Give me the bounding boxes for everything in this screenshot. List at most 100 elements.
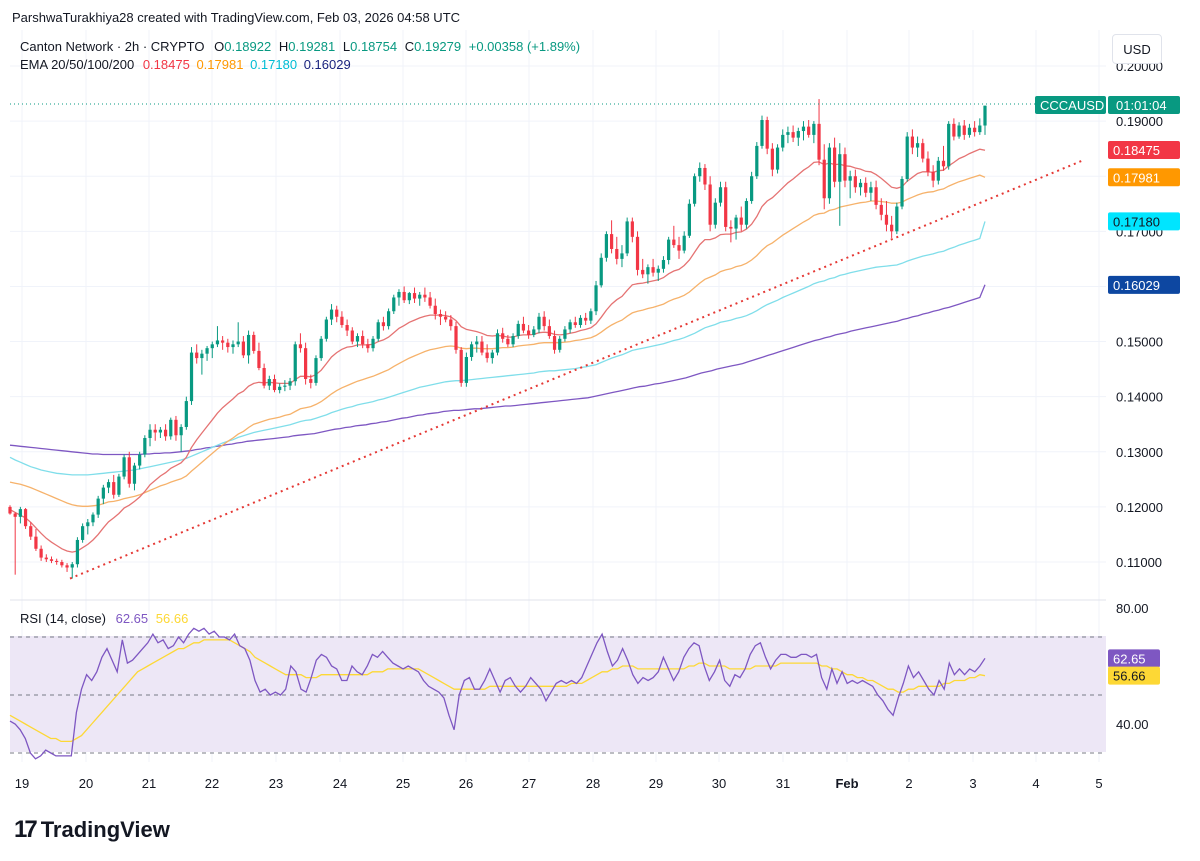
candle [537, 312, 541, 334]
candle-body [60, 562, 64, 566]
candle-body [589, 311, 593, 321]
candle-body [246, 334, 251, 356]
rsi-band-lines [10, 636, 1106, 754]
candle-body [101, 487, 105, 499]
candle-body [786, 132, 790, 135]
candle [132, 462, 137, 491]
candle-body [915, 143, 920, 148]
time-tick-label: 22 [205, 776, 219, 791]
candle-body [807, 126, 811, 135]
candle [423, 287, 427, 302]
candle [459, 347, 463, 387]
candle [49, 556, 54, 564]
candle [848, 170, 852, 199]
time-axis: 19 20 21 22 23 24 25 26 27 28 29 30 31 Feb 2 3 4 5 [15, 776, 1103, 791]
candle [584, 312, 588, 326]
candle [366, 338, 370, 353]
candle-body [49, 559, 54, 561]
candle [682, 231, 686, 254]
candle-body [485, 352, 489, 359]
candle-body [376, 322, 380, 339]
candle-body [122, 457, 126, 477]
candle [70, 562, 74, 579]
candle [832, 137, 837, 188]
time-tick-label: 31 [776, 776, 790, 791]
candle [594, 280, 598, 316]
candle-body [775, 147, 780, 170]
candle-body [174, 419, 178, 436]
ema200-tag-bg [1108, 275, 1180, 294]
ema100-line [9, 221, 986, 476]
candle-body [80, 526, 85, 540]
candle [921, 138, 925, 163]
candle-body [91, 514, 95, 523]
candle [246, 330, 251, 364]
time-tick-label: 24 [333, 776, 347, 791]
candle-body [578, 317, 583, 326]
currency-button[interactable]: USD [1112, 34, 1162, 64]
candle-body [687, 203, 691, 236]
tradingview-logo[interactable]: 17 TradingView [14, 816, 170, 844]
candle [807, 120, 811, 138]
ema200-tag-text: 0.16029 [1113, 278, 1160, 293]
countdown-tag-text: 01:01:04 [1116, 98, 1167, 113]
candle [516, 320, 520, 339]
candle-body [34, 536, 38, 549]
candle-body [760, 120, 764, 146]
candle-body [547, 326, 551, 337]
candle-body [843, 154, 847, 181]
candle-body [329, 309, 334, 320]
candle [827, 143, 832, 204]
candle [293, 341, 297, 386]
ema20-tag: 0.18475 [1108, 141, 1180, 160]
candle [843, 147, 847, 188]
candle-body [236, 341, 240, 345]
candle [86, 519, 90, 535]
candle [350, 327, 354, 345]
candle-body [106, 482, 111, 488]
ema50-value: 0.17981 [196, 57, 244, 72]
candle-body [418, 294, 422, 299]
rsi-label[interactable]: RSI (14, close) [20, 611, 106, 626]
candle-body [941, 160, 946, 167]
candle [781, 129, 785, 152]
candle-body [661, 259, 666, 269]
rsi-ma-tag: 56.66 [1108, 666, 1160, 685]
candle [547, 319, 551, 339]
candle [874, 180, 878, 210]
candle-body [117, 476, 121, 495]
candle [573, 316, 577, 328]
candle-body [221, 340, 225, 343]
price-tick-label: 0.19000 [1116, 114, 1163, 129]
rsi-value: 62.65 [115, 611, 149, 626]
candle-body [304, 348, 308, 380]
candle-body [386, 311, 391, 327]
candle-body [542, 316, 546, 327]
candle [952, 118, 956, 141]
candle-body [355, 336, 360, 342]
candle [309, 374, 313, 389]
symbol-name[interactable]: Canton Network · 2h · CRYPTO [20, 39, 205, 54]
candle-body [278, 386, 282, 391]
candle [418, 291, 422, 306]
rsi-legend: RSI (14, close) 62.65 56.66 [20, 611, 188, 626]
candle [703, 164, 707, 190]
ema-label[interactable]: EMA 20/50/100/200 [20, 57, 135, 72]
ticker-tag-bg [1035, 96, 1106, 114]
candle-body [796, 131, 800, 138]
current-price-tag: CCCAUSD 01:01:04 [1035, 96, 1180, 114]
time-tick-label: 23 [269, 776, 283, 791]
ema50-tag-text: 0.17981 [1113, 170, 1160, 185]
candle-body [817, 123, 821, 160]
candle [884, 201, 889, 232]
candle-body [910, 136, 915, 148]
candle [864, 177, 868, 198]
candle [252, 331, 256, 354]
time-tick-label: 3 [969, 776, 976, 791]
candle [739, 206, 743, 232]
candle [91, 512, 95, 527]
candle [931, 165, 935, 188]
ticker-tag-text: CCCAUSD [1040, 98, 1104, 113]
candle-body [770, 148, 774, 170]
